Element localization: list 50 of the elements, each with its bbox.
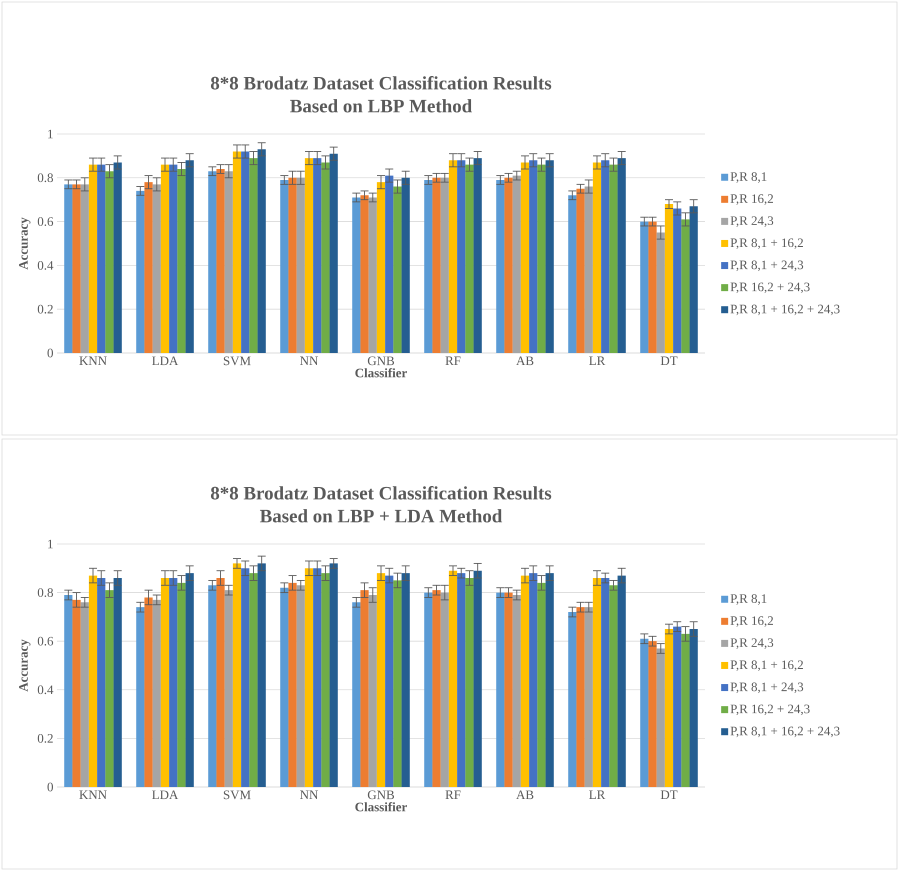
x-tick-label: SVM [224,790,251,800]
y-tick-label: 0.8 [38,588,53,597]
legend-label: P,R 16,2 + 24,3 [730,282,810,294]
y-axis-title: Accuracy [19,639,30,692]
x-axis-title: Classifier [355,802,407,812]
y-tick-label: 0.4 [38,260,54,270]
legend-label: P,R 16,2 [730,616,773,627]
legend-label: P,R 8,1 + 16,2 + 24,3 [730,726,840,738]
x-tick-label: KNN [79,356,107,365]
x-tick-label: LR [589,790,606,799]
x-tick-label: LDA [152,790,178,800]
y-tick-label: 1 [48,540,53,548]
legend-label: P,R 8,1 [730,172,766,183]
y-tick-label: 0.6 [38,636,54,646]
x-axis-title: Classifier [355,368,407,378]
x-tick-label: NN [300,356,318,365]
legend-label: P,R 8,1 + 16,2 + 24,3 [730,304,840,316]
x-tick-label: DT [660,790,678,800]
legend-label: P,R 24,3 [730,638,774,649]
x-tick-label: SVM [224,356,251,366]
legend-label: P,R 8,1 + 16,2 [730,660,803,672]
legend-label: P,R 8,1 + 16,2 [730,238,803,250]
x-tick-label: LR [589,356,606,365]
legend-label: P,R 8,1 + 24,3 [730,682,804,694]
legend-label: P,R 8,1 + 24,3 [730,260,804,272]
x-tick-label: DT [660,356,678,366]
x-tick-label: NN [300,790,318,799]
legend-label: P,R 24,3 [730,216,774,227]
x-tick-label: GNB [368,356,394,366]
legend-label: P,R 16,2 [730,194,773,205]
y-tick-label: 0 [48,348,53,358]
x-tick-label: LDA [152,356,178,366]
chart-title: 8*8 Brodatz Dataset Classification Results Based on LBP + LDA Method [210,486,552,522]
y-tick-label: 0.2 [38,734,53,743]
y-tick-label: 1 [48,130,53,138]
x-tick-label: RF [445,790,460,799]
y-tick-label: 0.4 [38,685,54,694]
legend-label: P,R 16,2 + 24,3 [730,704,810,716]
y-tick-label: 0 [48,782,53,792]
y-tick-label: 0.2 [38,304,53,314]
y-axis-title: Accuracy [19,217,30,270]
legend-label: P,R 8,1 [730,594,766,605]
x-tick-label: GNB [368,790,394,800]
y-tick-label: 0.8 [38,173,53,182]
x-tick-label: AB [516,356,534,366]
x-tick-label: RF [445,356,460,365]
chart-title: 8*8 Brodatz Dataset Classification Results Based on LBP Method [210,76,552,112]
y-tick-label: 0.6 [38,217,54,226]
x-tick-label: KNN [79,790,107,799]
x-tick-label: AB [516,790,534,800]
